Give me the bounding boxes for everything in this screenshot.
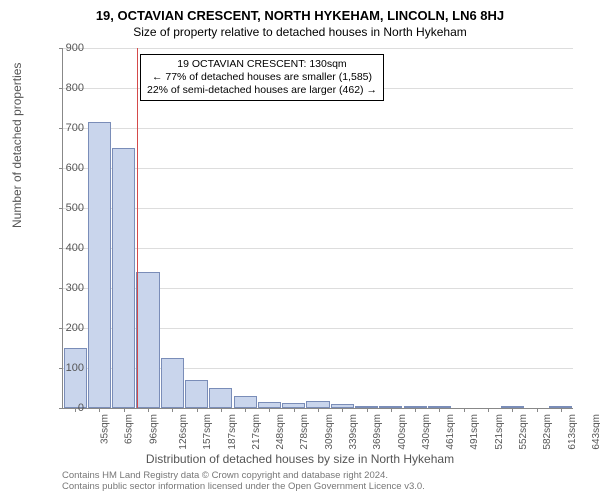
annotation-line-1: 19 OCTAVIAN CRESCENT: 130sqm [147,58,377,71]
xtick-label: 552sqm [518,414,529,450]
xtick-label: 157sqm [202,414,213,450]
ytick-label: 500 [44,202,84,214]
xtick-label: 187sqm [227,414,238,450]
xtick-mark [342,408,343,412]
xtick-mark [172,408,173,412]
xtick-mark [294,408,295,412]
footer-line-2: Contains public sector information licen… [62,481,425,492]
gridline [63,248,573,249]
annotation-box: 19 OCTAVIAN CRESCENT: 130sqm ← 77% of de… [140,54,384,101]
xtick-mark [464,408,465,412]
title-line-1: 19, OCTAVIAN CRESCENT, NORTH HYKEHAM, LI… [0,0,600,23]
xtick-label: 400sqm [397,414,408,450]
ytick-label: 700 [44,122,84,134]
gridline [63,128,573,129]
xtick-label: 491sqm [470,414,481,450]
xtick-label: 430sqm [421,414,432,450]
annotation-line-2: ← 77% of detached houses are smaller (1,… [147,71,377,84]
histogram-bar [112,148,135,408]
ytick-label: 300 [44,282,84,294]
histogram-bar [64,348,87,408]
property-marker-line [137,48,138,408]
xtick-mark [415,408,416,412]
ytick-label: 900 [44,42,84,54]
xtick-mark [391,408,392,412]
ytick-label: 0 [44,402,84,414]
xtick-label: 582sqm [542,414,553,450]
histogram-bar [88,122,111,408]
xtick-mark [99,408,100,412]
gridline [63,48,573,49]
xtick-label: 613sqm [567,414,578,450]
ytick-label: 200 [44,322,84,334]
xtick-mark [221,408,222,412]
x-axis-label: Distribution of detached houses by size … [0,452,600,466]
xtick-label: 339sqm [348,414,359,450]
y-axis-label: Number of detached properties [10,63,24,228]
footer-attribution: Contains HM Land Registry data © Crown c… [62,470,425,493]
xtick-mark [197,408,198,412]
xtick-label: 309sqm [324,414,335,450]
xtick-label: 217sqm [251,414,262,450]
plot-region: 35sqm65sqm96sqm126sqm157sqm187sqm217sqm2… [62,48,573,409]
ytick-label: 800 [44,82,84,94]
histogram-bar [234,396,257,408]
gridline [63,208,573,209]
histogram-bar [306,401,329,408]
xtick-label: 126sqm [178,414,189,450]
xtick-mark [318,408,319,412]
xtick-mark [488,408,489,412]
histogram-bar [161,358,184,408]
xtick-mark [367,408,368,412]
xtick-label: 369sqm [372,414,383,450]
xtick-label: 65sqm [124,414,135,444]
histogram-bar [185,380,208,408]
footer-line-1: Contains HM Land Registry data © Crown c… [62,470,425,481]
gridline [63,168,573,169]
annotation-line-3: 22% of semi-detached houses are larger (… [147,84,377,97]
title-line-2: Size of property relative to detached ho… [0,23,600,39]
xtick-mark [561,408,562,412]
xtick-mark [245,408,246,412]
xtick-label: 521sqm [494,414,505,450]
xtick-mark [124,408,125,412]
histogram-bar [209,388,232,408]
xtick-label: 461sqm [445,414,456,450]
xtick-mark [148,408,149,412]
ytick-label: 100 [44,362,84,374]
xtick-mark [512,408,513,412]
xtick-label: 96sqm [148,414,159,444]
xtick-label: 35sqm [100,414,111,444]
xtick-mark [537,408,538,412]
xtick-mark [269,408,270,412]
chart-container: 19, OCTAVIAN CRESCENT, NORTH HYKEHAM, LI… [0,0,600,500]
ytick-label: 600 [44,162,84,174]
chart-area: 35sqm65sqm96sqm126sqm157sqm187sqm217sqm2… [62,48,572,408]
xtick-label: 643sqm [591,414,600,450]
ytick-label: 400 [44,242,84,254]
xtick-mark [439,408,440,412]
histogram-bar [136,272,159,408]
xtick-label: 248sqm [275,414,286,450]
xtick-label: 278sqm [300,414,311,450]
